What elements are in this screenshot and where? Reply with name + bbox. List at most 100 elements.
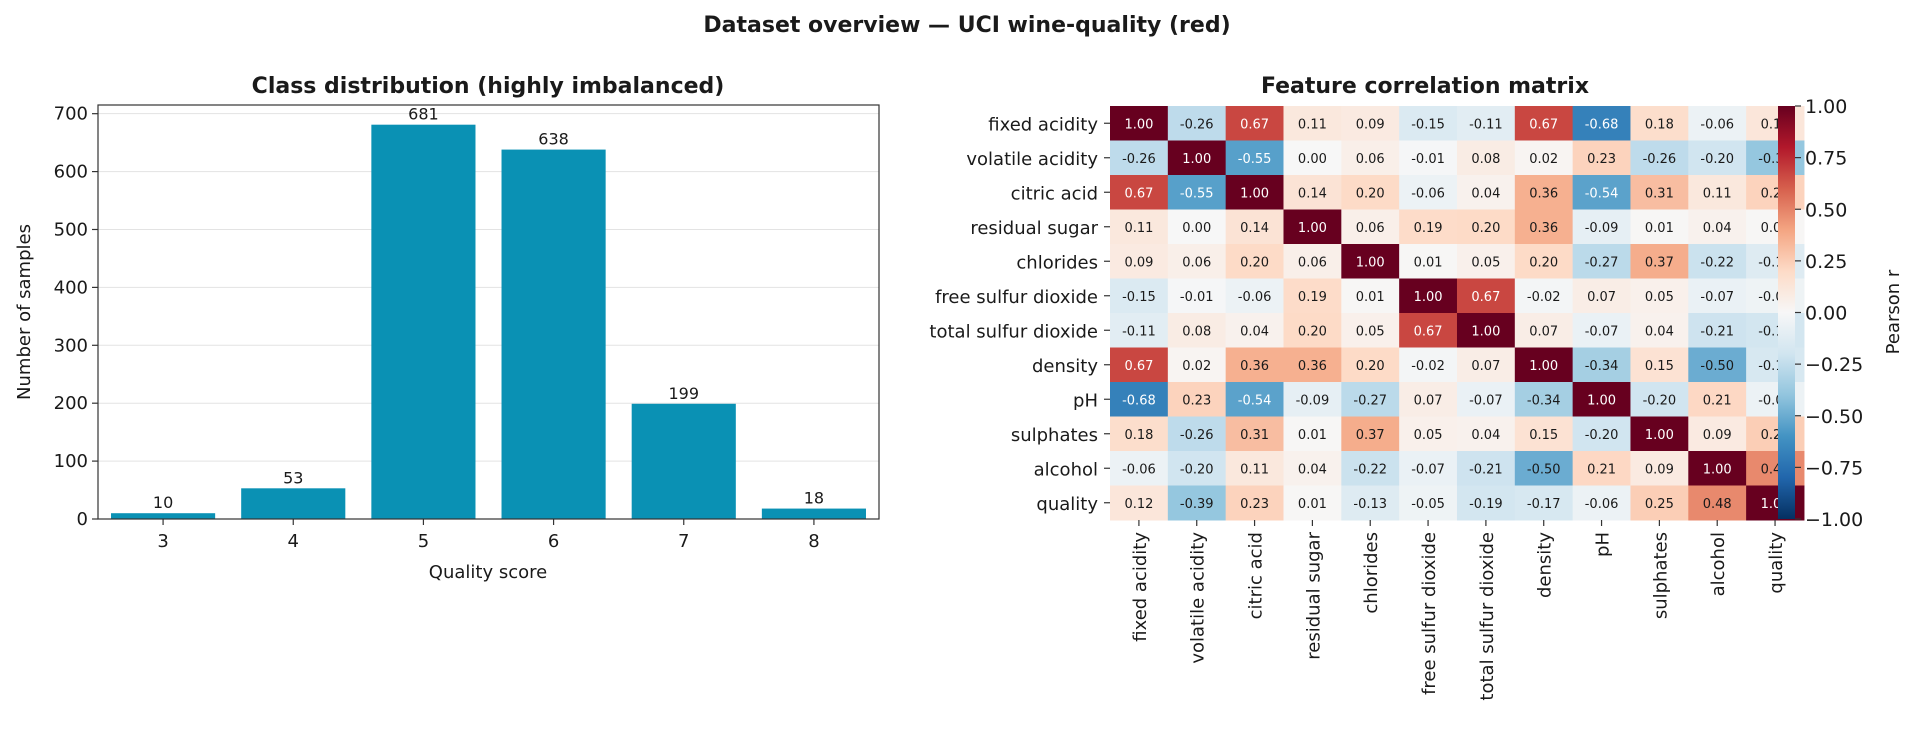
- colorbar-tick-label: −0.50: [1805, 406, 1863, 428]
- heatmap-cell: [1110, 313, 1169, 348]
- heatmap-cell: [1341, 209, 1400, 245]
- heatmap-cell: [1630, 451, 1689, 486]
- heatmap-cell: [1341, 313, 1400, 348]
- heatmap-cell: [1630, 175, 1689, 210]
- bar-data-labels: 10 53 681 638 199 18: [153, 105, 824, 513]
- heatmap-cell: [1688, 485, 1747, 521]
- heatmap-cell-value: 1.00: [1587, 393, 1616, 408]
- column-label: volatile acidity: [1188, 532, 1209, 664]
- heatmap-cell: [1167, 209, 1227, 245]
- heatmap-cell-value: 0.01: [1645, 221, 1674, 236]
- heatmap-cell: [1572, 175, 1631, 210]
- heatmap-cell-value: -0.06: [1700, 117, 1734, 132]
- heatmap-cell-value: -0.01: [1180, 290, 1214, 305]
- heatmap-cell: [1514, 209, 1574, 245]
- heatmap-cell: [1225, 175, 1284, 210]
- heatmap-cell-value: 0.20: [1529, 255, 1558, 270]
- row-label: total sulfur dioxide: [929, 321, 1098, 342]
- heatmap-cell: [1341, 175, 1400, 210]
- x-tick-label: 7: [678, 531, 689, 552]
- heatmap-cell: [1688, 347, 1747, 383]
- bar-value-label: 18: [804, 489, 824, 508]
- heatmap-cell-value: 0.20: [1240, 255, 1269, 270]
- heatmap-cell: [1110, 451, 1169, 486]
- heatmap-cell: [1688, 140, 1747, 176]
- heatmap-cell-value: 0.14: [1298, 186, 1327, 201]
- heatmap-cell: [1225, 416, 1284, 452]
- heatmap-cell-value: -0.27: [1585, 255, 1619, 270]
- heatmap-cell-value: 0.04: [1471, 428, 1500, 443]
- heatmap-cell: [1456, 244, 1516, 279]
- heatmap-cell: [1283, 347, 1342, 383]
- heatmap-cell: [1399, 416, 1458, 452]
- bar-value-label: 53: [283, 468, 303, 487]
- heatmap-cell: [1399, 485, 1458, 521]
- heatmap-cell-value: -0.21: [1469, 462, 1503, 477]
- heatmap-cell: [1456, 106, 1516, 141]
- heatmap-cell-value: 0.06: [1356, 152, 1385, 167]
- heatmap-cell-value: 0.01: [1298, 497, 1327, 512]
- heatmap-cell-value: 0.67: [1414, 324, 1443, 339]
- heatmap-cell-value: 0.23: [1182, 393, 1211, 408]
- heatmap-cell-value: 0.67: [1529, 117, 1558, 132]
- heatmap-cell: [1167, 140, 1227, 176]
- heatmap-cell: [1167, 347, 1227, 383]
- heatmap-cell: [1341, 382, 1400, 417]
- heatmap-cell: [1110, 347, 1169, 383]
- bar-series: [111, 124, 866, 520]
- heatmap-cell: [1456, 347, 1516, 383]
- heatmap-cell-value: -0.01: [1411, 152, 1445, 167]
- heatmap-cell-value: 0.21: [1587, 462, 1616, 477]
- heatmap-cell-value: -0.34: [1527, 393, 1561, 408]
- bar-gridlines: [98, 113, 879, 462]
- heatmap-cell-value: 0.09: [1645, 462, 1674, 477]
- heatmap-cell: [1341, 451, 1400, 486]
- x-tick-label: 4: [288, 531, 299, 552]
- heatmap-cell: [1167, 313, 1227, 348]
- bar-value-label: 199: [668, 384, 699, 403]
- heatmap-cell-value: 0.23: [1587, 152, 1616, 167]
- heatmap-cell: [1688, 244, 1747, 279]
- heatmap-cell-value: 0.18: [1124, 428, 1153, 443]
- heatmap-cell-value: 0.09: [1124, 255, 1153, 270]
- colorbar-tick-label: −0.75: [1805, 457, 1863, 479]
- heatmap-cell-value: 0.48: [1703, 497, 1732, 512]
- heatmap-cell: [1283, 175, 1342, 210]
- heatmap-cell: [1399, 175, 1458, 210]
- bar-value-label: 10: [153, 493, 173, 512]
- heatmap-cell: [1225, 347, 1284, 383]
- heatmap-cell-value: 1.00: [1182, 152, 1211, 167]
- heatmap-cell-value: 1.00: [1356, 255, 1385, 270]
- heatmap-cell: [1514, 485, 1574, 521]
- heatmap-cell: [1399, 313, 1458, 348]
- heatmap-cell-value: 0.06: [1182, 255, 1211, 270]
- row-label: volatile acidity: [966, 149, 1098, 170]
- column-label: alcohol: [1708, 532, 1729, 596]
- heatmap-cell-value: -0.15: [1122, 290, 1156, 305]
- heatmap-cell-value: -0.34: [1585, 359, 1619, 374]
- heatmap-cell-value: -0.20: [1180, 462, 1214, 477]
- heatmap-cell-value: -0.68: [1585, 117, 1619, 132]
- heatmap-cell: [1688, 106, 1747, 141]
- y-tick-label: 600: [54, 162, 88, 183]
- bar-x-axis-label: Quality score: [429, 562, 547, 583]
- heatmap-cell: [1341, 485, 1400, 521]
- heatmap-cell-value: 0.02: [1182, 359, 1211, 374]
- heatmap-cell-value: 0.36: [1240, 359, 1269, 374]
- heatmap-cell-value: 0.21: [1703, 393, 1732, 408]
- column-label: residual sugar: [1303, 531, 1324, 659]
- heatmap-cell-value: 0.04: [1645, 324, 1674, 339]
- heatmap-cell-value: 0.05: [1356, 324, 1385, 339]
- heatmap-cell-value: 0.67: [1124, 186, 1153, 201]
- heatmap-cell: [1514, 106, 1574, 141]
- heatmap-cell-value: 0.04: [1471, 186, 1500, 201]
- heatmap-cell: [1688, 175, 1747, 210]
- column-label: citric acid: [1246, 532, 1267, 619]
- y-tick-label: 0: [77, 509, 88, 530]
- heatmap-cell-value: 0.02: [1529, 152, 1558, 167]
- heatmap-cell-value: 0.37: [1645, 255, 1674, 270]
- column-label: sulphates: [1650, 532, 1671, 619]
- heatmap-cell-value: 0.12: [1124, 497, 1153, 512]
- heatmap-cell: [1341, 347, 1400, 383]
- heatmap-cell-value: 0.01: [1356, 290, 1385, 305]
